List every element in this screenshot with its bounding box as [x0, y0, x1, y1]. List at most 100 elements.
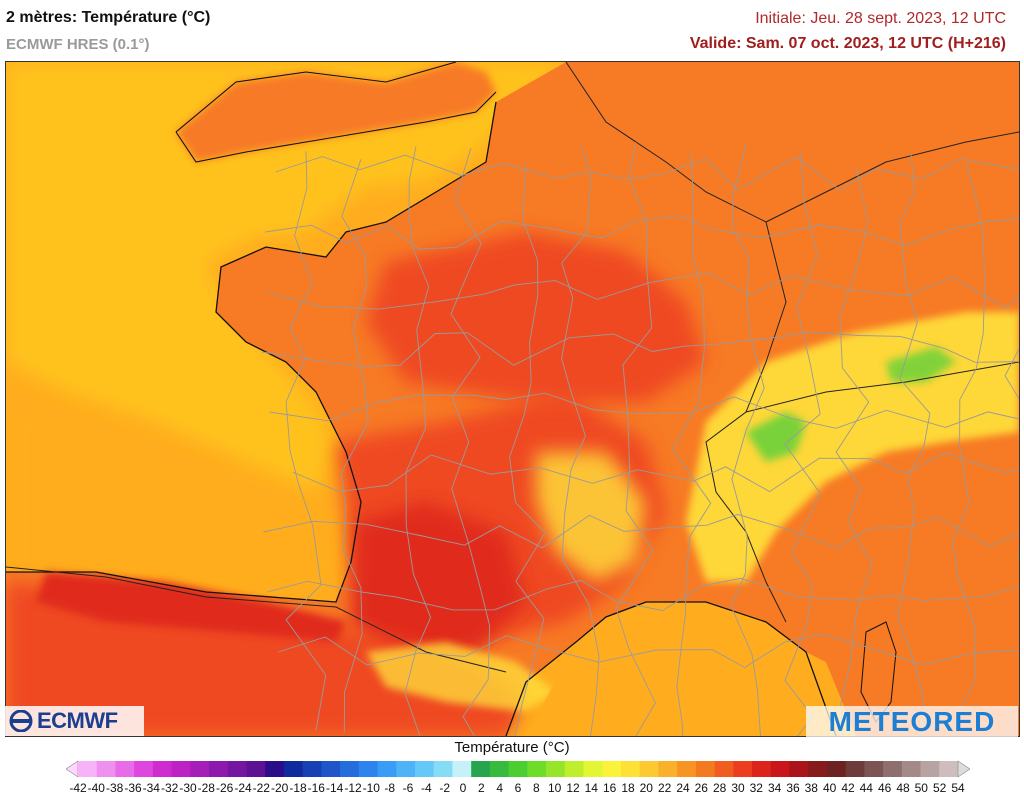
colorbar-segment [901, 761, 921, 777]
colorbar-segment [864, 761, 884, 777]
colorbar-tick-label: 38 [804, 781, 818, 795]
very-hot-aquitaine [351, 502, 526, 662]
colorbar-tick-label: -24 [234, 781, 252, 795]
colorbar-tick-label: 44 [859, 781, 873, 795]
colorbar-segment [583, 761, 603, 777]
colorbar-tick-label: -4 [420, 781, 432, 795]
region-border-v [509, 162, 546, 736]
colorbar-segment [489, 761, 510, 777]
colorbar-segment [883, 761, 903, 777]
colorbar-tick-label: 8 [532, 781, 540, 795]
colorbar-segment [602, 761, 622, 777]
region-border-v [341, 158, 369, 733]
region-border-h [266, 271, 1019, 310]
colorbar-segment [677, 761, 697, 777]
colorbar-segment [527, 761, 547, 777]
colorbar-segment [283, 761, 304, 777]
region-border-v [450, 147, 491, 736]
colorbar-tick-label: -38 [106, 781, 124, 795]
region-border-v [285, 151, 327, 731]
colorbar-tick-label: 0 [459, 781, 467, 795]
pyrenees-warm [36, 572, 346, 642]
colorbar-segment [471, 761, 491, 777]
ecmwf-logo-text: ECMWF [37, 708, 118, 733]
coastline-england [175, 62, 497, 163]
colorbar-tick-label: -6 [402, 781, 414, 795]
temperature-map[interactable] [5, 61, 1020, 737]
colorbar-segment [658, 761, 678, 777]
region-border-v [897, 153, 931, 736]
colorbar-tick-label: 36 [786, 781, 800, 795]
region-border-h [267, 577, 1019, 612]
colorbar-segment [96, 761, 116, 777]
colorbar-tick-label: -32 [161, 781, 179, 795]
colorbar-tick-label: -22 [252, 781, 270, 795]
region-border-h [275, 154, 1019, 191]
colorbar-tick-label: 4 [496, 781, 504, 795]
colorbar-tick-label: 12 [566, 781, 580, 795]
ecmwf-logo-icon [9, 710, 33, 732]
meteored-logo-icon: METEORED [828, 706, 996, 737]
colorbar-tick-label: 48 [896, 781, 910, 795]
colorbar-segment [209, 761, 229, 777]
colorbar-tick-label: 6 [514, 781, 522, 795]
colorbar-tick-label: -14 [326, 781, 344, 795]
colorbar-tick-label: -34 [142, 781, 160, 795]
colorbar-tick-label: -12 [344, 781, 362, 795]
colorbar-tick-labels: -42 -40 -38 -36 -34 -32 -30 -28 -26 -24 -22 -20 -18-… [0, 781, 1024, 797]
region-border-v [561, 145, 600, 736]
colorbar-segment [564, 761, 584, 777]
region-border-v [784, 152, 821, 736]
colorbar-tick-label: -42 [69, 781, 87, 795]
colorbar-tick-label: 24 [676, 781, 690, 795]
colorbar-tick-label: 20 [639, 781, 653, 795]
colorbar-segment [508, 761, 528, 777]
colorbar-tick-label: -16 [307, 781, 325, 795]
map-title: 2 mètres: Température (°C) [6, 9, 211, 26]
colorbar-tick-label: -20 [271, 781, 289, 795]
department-borders [262, 142, 1019, 736]
colorbar-tick-label: 52 [933, 781, 947, 795]
colorbar-segment [190, 761, 210, 777]
alps-cold-peaks-east [886, 347, 956, 382]
colorbar-segment [620, 761, 641, 777]
colorbar-segment [826, 761, 847, 777]
colorbar-segment [695, 761, 715, 777]
colorbar-tick-label: 28 [713, 781, 727, 795]
colorbar-segment [546, 761, 566, 777]
colorbar-segment [920, 761, 940, 777]
colorbar-segment [171, 761, 191, 777]
colorbar-segment [845, 761, 865, 777]
region-border-h [269, 392, 1019, 429]
colorbar-tick-label: -10 [362, 781, 380, 795]
colorbar-segment [714, 761, 734, 777]
colorbar-segment [115, 761, 135, 777]
region-border-h [292, 452, 1019, 493]
colorbar-segment [433, 761, 453, 777]
model-name: ECMWF HRES (0.1°) [6, 36, 150, 53]
region-border-v [730, 144, 765, 736]
region-border-h [263, 513, 1019, 549]
region-border-v [615, 142, 656, 736]
ecmwf-logo: ECMWF [4, 706, 144, 736]
colorbar-tick-label: 42 [841, 781, 855, 795]
colorbar-segment [265, 761, 285, 777]
region-border-h [265, 215, 1019, 250]
colorbar-segment [452, 761, 472, 777]
meteored-logo: METEORED [806, 706, 1018, 738]
colorbar-tick-label: 30 [731, 781, 745, 795]
colorbar-tick-label: -28 [197, 781, 215, 795]
colorbar-segment [246, 761, 266, 777]
colorbar-max-arrow [957, 760, 970, 778]
initial-time: Initiale: Jeu. 28 sept. 2023, 12 UTC [755, 10, 1006, 27]
region-border-v [835, 167, 873, 736]
colorbar-tick-label: 40 [823, 781, 837, 795]
bay-of-biscay [6, 392, 346, 602]
colorbar-tick-label: -40 [87, 781, 105, 795]
region-border-v [950, 162, 986, 730]
region-border-v [672, 152, 712, 736]
map-canvas [6, 62, 1019, 736]
colorbar-tick-label: -36 [124, 781, 142, 795]
colorbar-tick-label: 22 [658, 781, 672, 795]
colorbar-tick-label: 34 [768, 781, 782, 795]
